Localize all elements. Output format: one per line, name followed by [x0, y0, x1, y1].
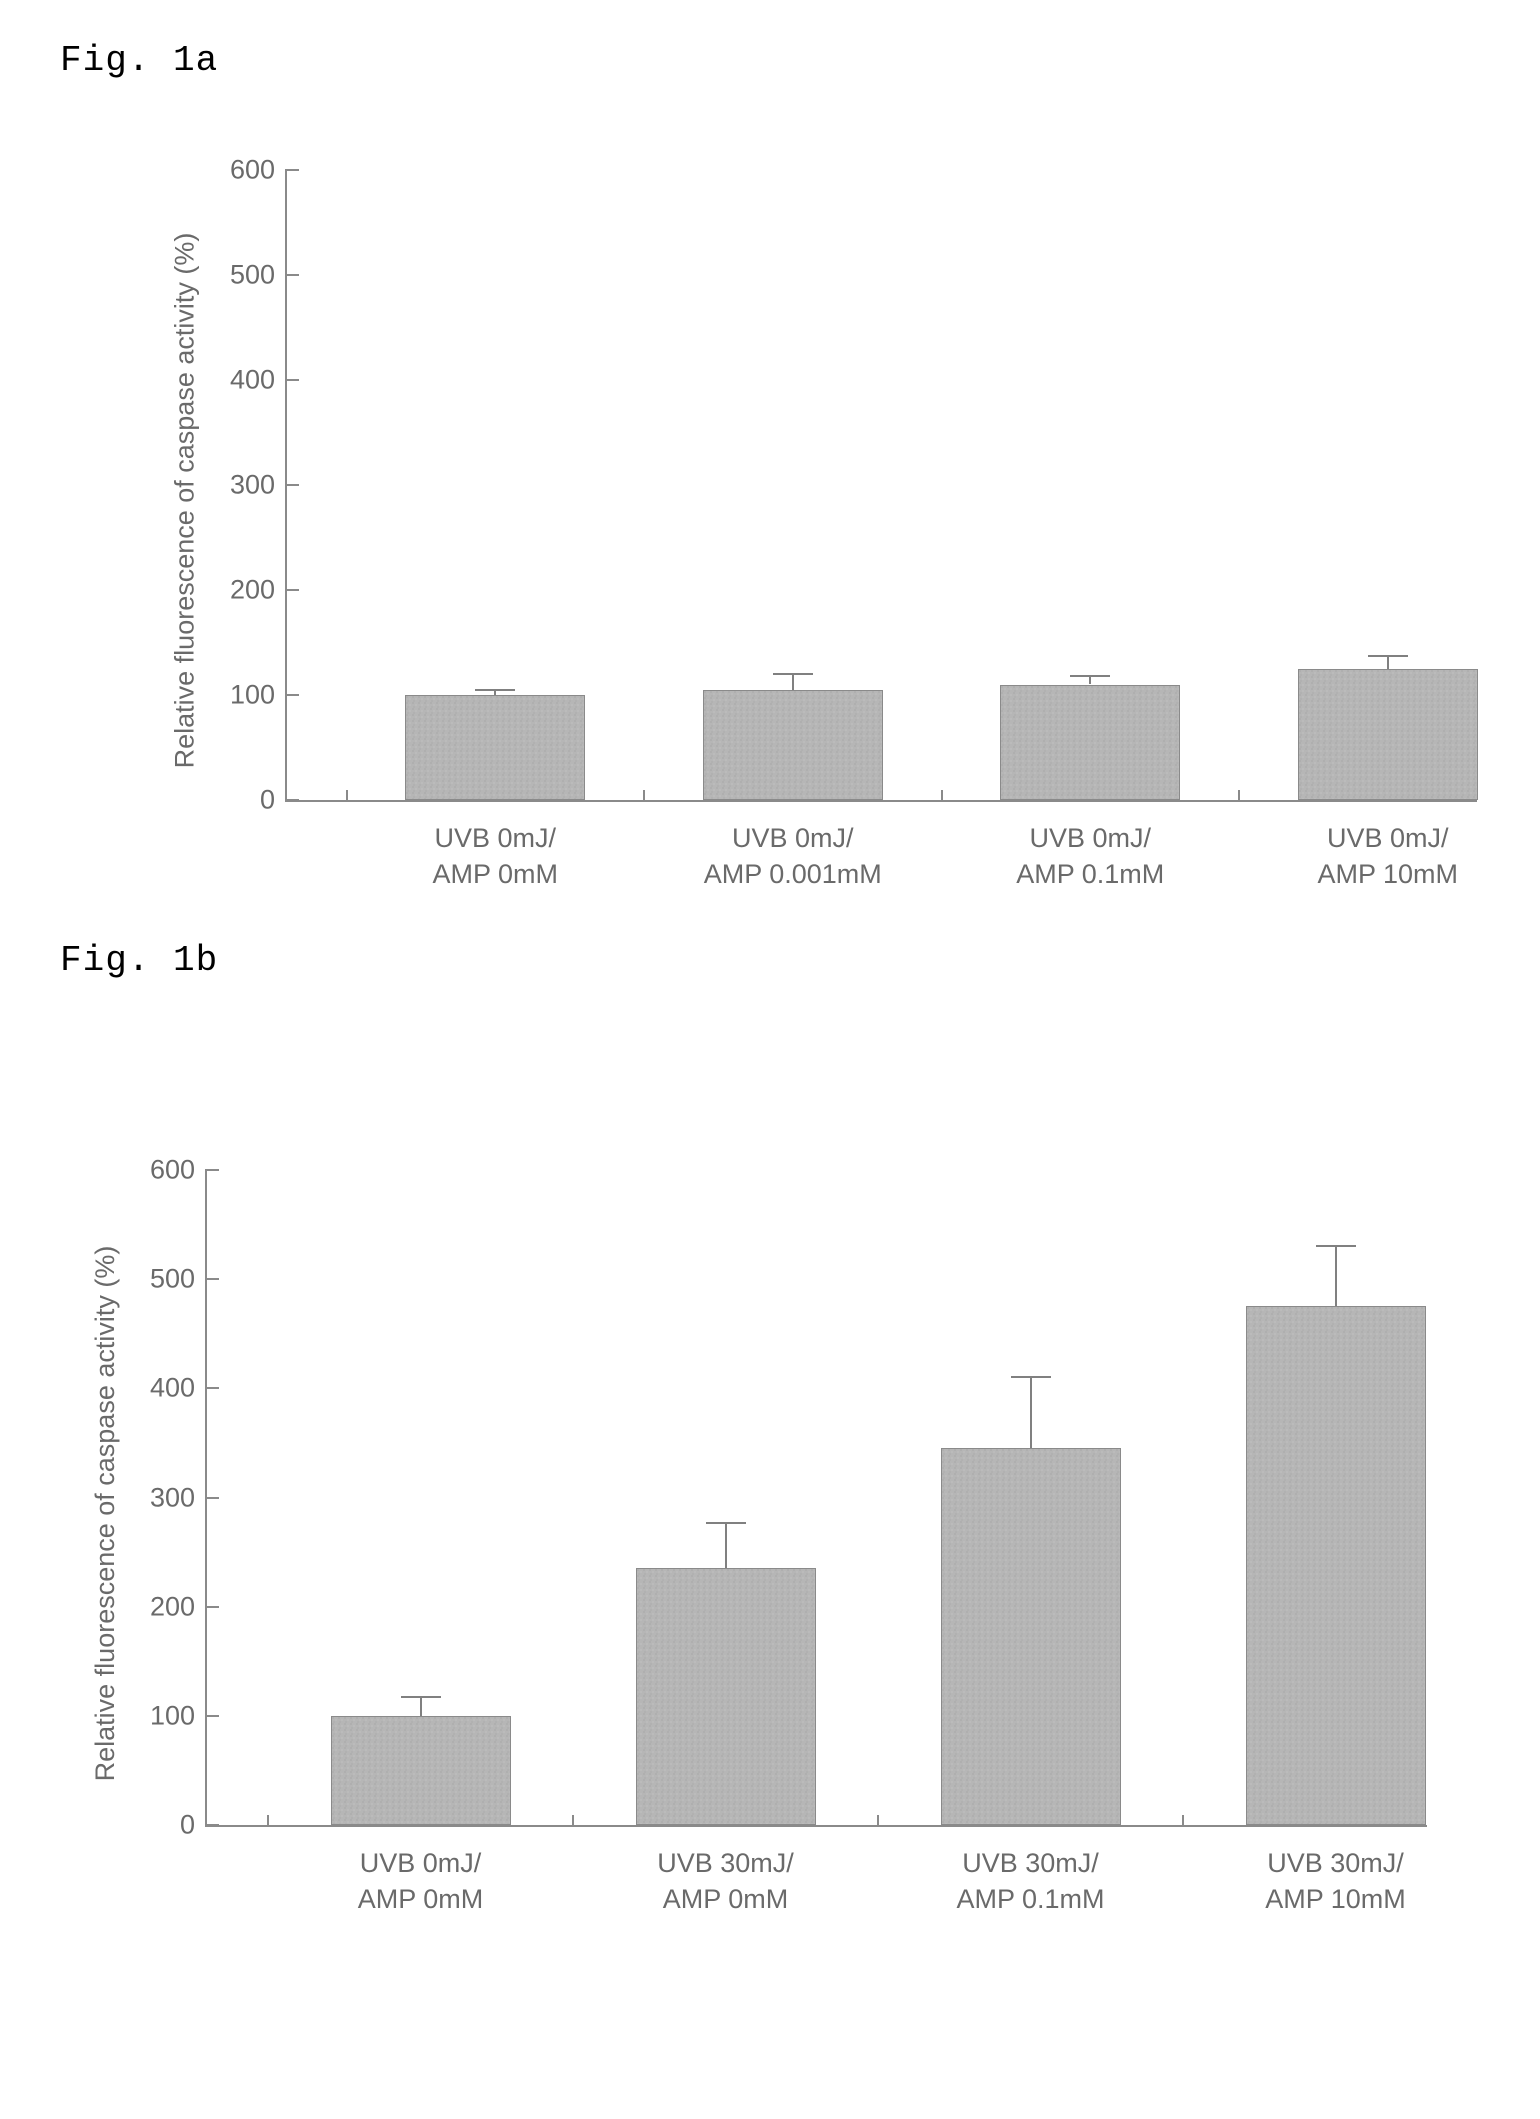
- x-category-label: UVB 0mJ/AMP 0mM: [432, 820, 558, 893]
- x-category-line1: UVB 30mJ/: [657, 1845, 794, 1881]
- x-category-line2: AMP 10mM: [1317, 856, 1458, 892]
- x-category-line2: AMP 0mM: [432, 856, 558, 892]
- error-bar-stem: [1089, 676, 1091, 684]
- y-tick-mark: [205, 1387, 219, 1389]
- y-tick-mark: [285, 169, 299, 171]
- error-bar-cap: [401, 1696, 441, 1698]
- x-category-line1: UVB 0mJ/: [1016, 820, 1164, 856]
- error-bar-cap: [706, 1522, 746, 1524]
- x-category-line2: AMP 0.1mM: [956, 1881, 1104, 1917]
- error-bar-cap: [1316, 1245, 1356, 1247]
- error-bar-stem: [1335, 1246, 1337, 1306]
- y-tick-mark: [205, 1824, 219, 1826]
- chart-b: 0100200300400500600UVB 0mJ/AMP 0mMUVB 30…: [100, 1160, 1485, 1945]
- x-category-label: UVB 30mJ/AMP 0.1mM: [956, 1845, 1104, 1918]
- x-tick-mark: [941, 790, 943, 802]
- x-tick-mark: [1238, 790, 1240, 802]
- chart-a-axes: 0100200300400500600UVB 0mJ/AMP 0mMUVB 0m…: [285, 170, 1477, 802]
- y-tick-mark: [285, 799, 299, 801]
- error-bar-cap: [1070, 675, 1110, 677]
- y-tick-label: 200: [230, 575, 275, 606]
- y-axis-label: Relative fluorescence of caspase activit…: [90, 1186, 121, 1841]
- y-tick-mark: [205, 1169, 219, 1171]
- y-tick-label: 500: [230, 260, 275, 291]
- x-tick-mark: [572, 1815, 574, 1827]
- y-tick-label: 100: [150, 1700, 195, 1731]
- y-tick-label: 600: [150, 1155, 195, 1186]
- error-bar-stem: [792, 674, 794, 690]
- x-tick-mark: [267, 1815, 269, 1827]
- x-category-line1: UVB 30mJ/: [1265, 1845, 1406, 1881]
- figure-label-b: Fig. 1b: [60, 940, 218, 981]
- chart-bar: [1298, 669, 1478, 800]
- x-category-line2: AMP 0mM: [358, 1881, 484, 1917]
- chart-bar: [703, 690, 883, 800]
- x-category-line2: AMP 0.001mM: [704, 856, 882, 892]
- x-category-label: UVB 30mJ/AMP 0mM: [657, 1845, 794, 1918]
- chart-bar: [1000, 685, 1180, 801]
- x-tick-mark: [877, 1815, 879, 1827]
- y-tick-label: 300: [230, 470, 275, 501]
- x-category-line2: AMP 10mM: [1265, 1881, 1406, 1917]
- chart-b-axes: 0100200300400500600UVB 0mJ/AMP 0mMUVB 30…: [205, 1170, 1427, 1827]
- y-tick-label: 200: [150, 1591, 195, 1622]
- y-tick-mark: [205, 1497, 219, 1499]
- chart-bar: [331, 1716, 511, 1825]
- x-category-label: UVB 0mJ/AMP 0.001mM: [704, 820, 882, 893]
- x-category-label: UVB 30mJ/AMP 10mM: [1265, 1845, 1406, 1918]
- x-category-line1: UVB 0mJ/: [358, 1845, 484, 1881]
- y-tick-mark: [285, 484, 299, 486]
- chart-a: 0100200300400500600UVB 0mJ/AMP 0mMUVB 0m…: [150, 160, 1535, 920]
- chart-bar: [1246, 1306, 1426, 1825]
- x-tick-mark: [1182, 1815, 1184, 1827]
- error-bar-cap: [1368, 655, 1408, 657]
- x-category-line1: UVB 0mJ/: [432, 820, 558, 856]
- y-axis-label: Relative fluorescence of caspase activit…: [170, 186, 201, 816]
- error-bar-stem: [1030, 1377, 1032, 1448]
- chart-bar: [941, 1448, 1121, 1825]
- x-category-line2: AMP 0mM: [657, 1881, 794, 1917]
- error-bar-stem: [1387, 656, 1389, 669]
- chart-bar: [636, 1568, 816, 1825]
- y-tick-label: 100: [230, 680, 275, 711]
- y-tick-label: 600: [230, 155, 275, 186]
- x-category-line1: UVB 0mJ/: [1317, 820, 1458, 856]
- error-bar-cap: [475, 689, 515, 691]
- y-tick-label: 400: [150, 1373, 195, 1404]
- figure-label-a: Fig. 1a: [60, 40, 218, 81]
- y-tick-mark: [205, 1278, 219, 1280]
- y-tick-label: 500: [150, 1264, 195, 1295]
- y-tick-mark: [285, 274, 299, 276]
- y-tick-label: 0: [180, 1810, 195, 1841]
- error-bar-stem: [420, 1697, 422, 1716]
- x-category-line2: AMP 0.1mM: [1016, 856, 1164, 892]
- y-tick-mark: [285, 589, 299, 591]
- y-tick-label: 400: [230, 365, 275, 396]
- error-bar-stem: [725, 1523, 727, 1569]
- x-category-label: UVB 0mJ/AMP 0mM: [358, 1845, 484, 1918]
- x-category-line1: UVB 30mJ/: [956, 1845, 1104, 1881]
- y-tick-mark: [205, 1606, 219, 1608]
- y-tick-mark: [285, 379, 299, 381]
- y-tick-mark: [285, 694, 299, 696]
- error-bar-cap: [1011, 1376, 1051, 1378]
- x-category-label: UVB 0mJ/AMP 10mM: [1317, 820, 1458, 893]
- x-category-line1: UVB 0mJ/: [704, 820, 882, 856]
- chart-bar: [405, 695, 585, 800]
- error-bar-cap: [773, 673, 813, 675]
- x-tick-mark: [346, 790, 348, 802]
- y-tick-label: 0: [260, 785, 275, 816]
- y-tick-mark: [205, 1715, 219, 1717]
- x-category-label: UVB 0mJ/AMP 0.1mM: [1016, 820, 1164, 893]
- y-tick-label: 300: [150, 1482, 195, 1513]
- x-tick-mark: [643, 790, 645, 802]
